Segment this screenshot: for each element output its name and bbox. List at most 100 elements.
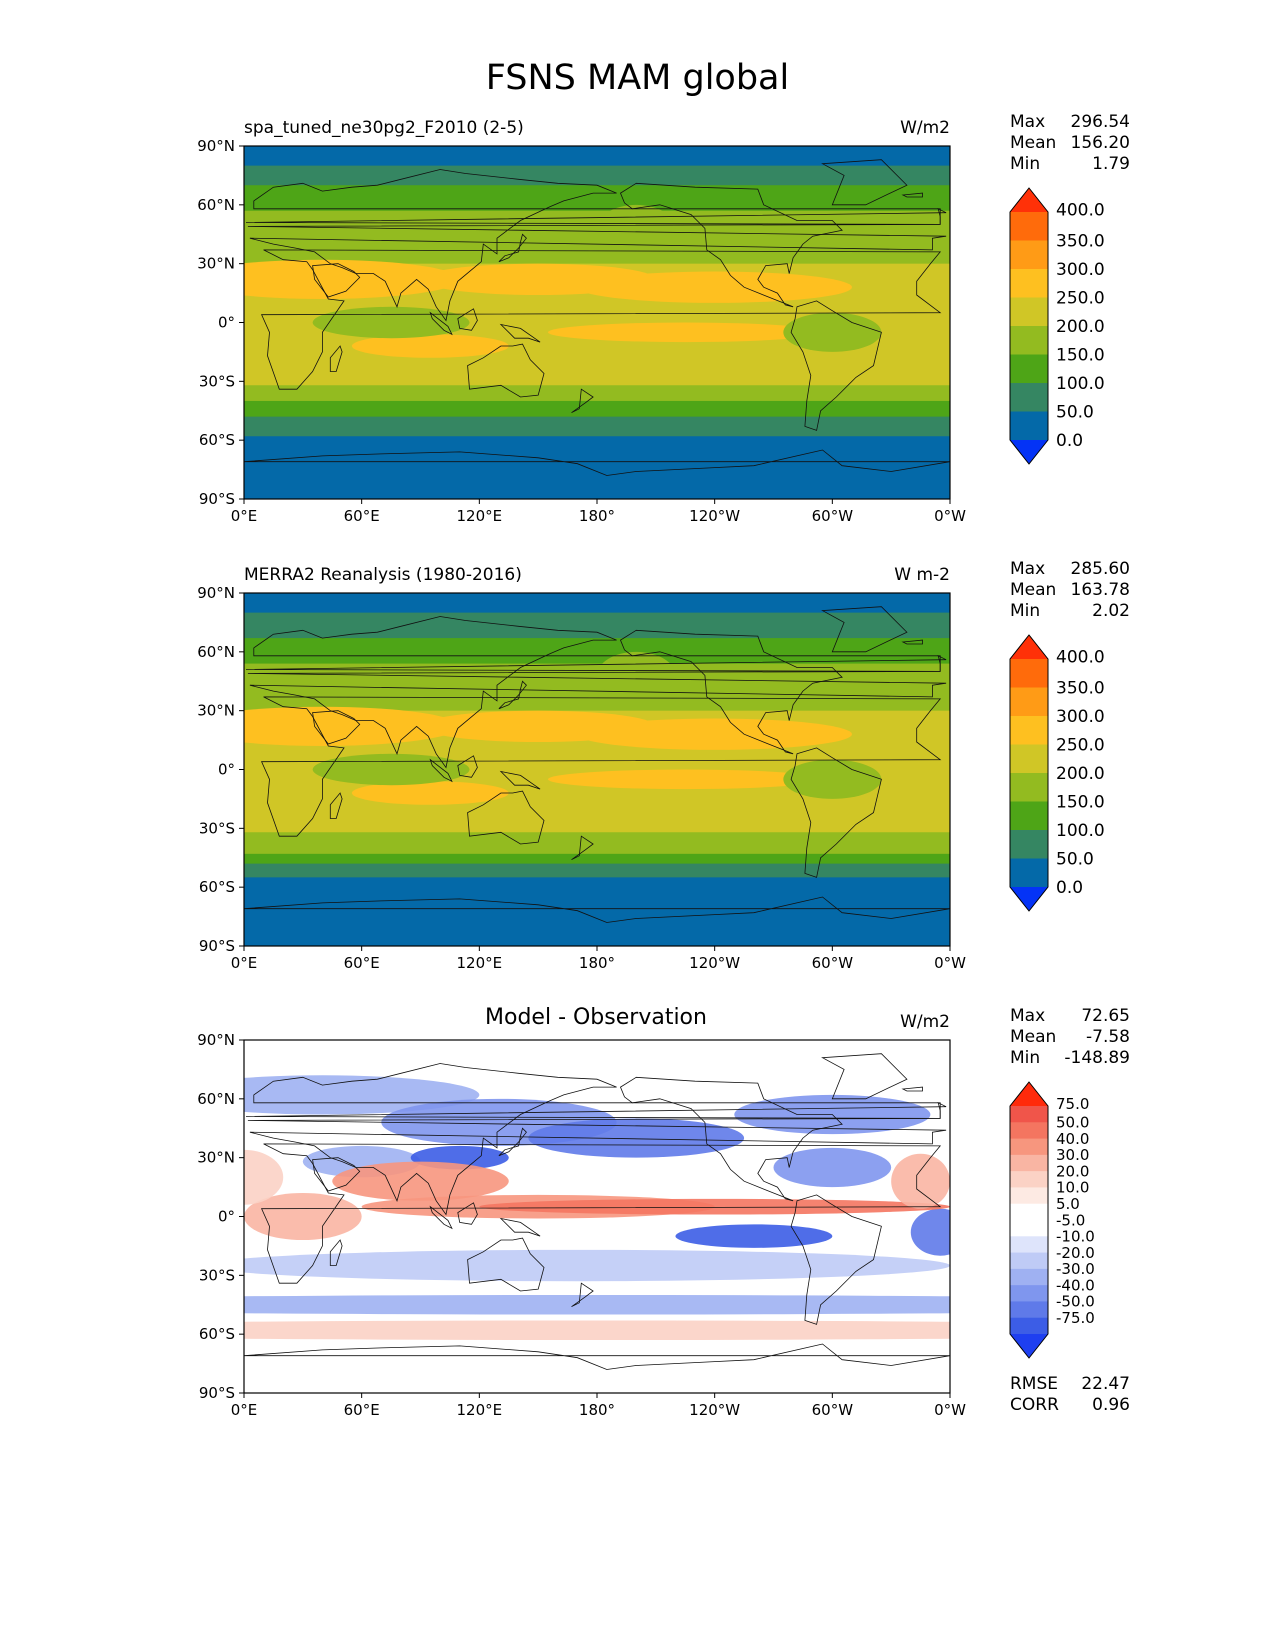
field-anomaly <box>528 1118 745 1158</box>
y-tick-label: 0° <box>218 761 235 779</box>
panel-3-mean-label: Mean <box>1010 1027 1057 1047</box>
coastline-sumatra <box>429 1205 453 1230</box>
field-low <box>783 759 882 799</box>
colorbar-segment <box>1010 1268 1048 1286</box>
x-tick-label: 180° <box>579 954 615 972</box>
colorbar-level-label: -20.0 <box>1056 1244 1095 1262</box>
colorbar-segment <box>1010 1317 1048 1335</box>
coastline-greenland <box>821 1053 908 1100</box>
x-tick-label: 120°E <box>457 507 503 525</box>
field-low <box>783 312 882 352</box>
field-anomaly <box>332 1161 509 1201</box>
panel-3-map: 0°E 60°E 120°E 180° 120°W 60°W 0°W 90°N 60°N 30°N… <box>197 1031 1095 1419</box>
panel-3-field <box>244 1040 950 1393</box>
panel-1-min-value: 1.79 <box>1092 154 1130 174</box>
coastline-arabia <box>312 710 361 745</box>
colorbar-segment <box>1010 411 1048 441</box>
colorbar-level-label: -30.0 <box>1056 1260 1095 1278</box>
field-band <box>244 416 950 437</box>
field-low <box>312 306 470 339</box>
coastline-madagascar <box>329 792 343 819</box>
panel-3-max-label: Max <box>1010 1006 1046 1026</box>
field-band <box>244 234 950 265</box>
panel-1-units: W/m2 <box>900 118 950 138</box>
y-tick-label: 60°S <box>199 1325 235 1343</box>
x-tick-label: 0°W <box>934 507 966 525</box>
panel-2-title: MERRA2 Reanalysis (1980-2016) <box>244 565 522 585</box>
y-tick-label: 90°N <box>197 584 235 602</box>
x-tick-label: 120°E <box>457 1401 503 1419</box>
field-high <box>351 334 509 358</box>
colorbar-segment <box>1010 1285 1048 1302</box>
y-tick-label: 90°N <box>197 1031 235 1049</box>
x-tick-label: 0°W <box>934 1401 966 1419</box>
field-band <box>244 436 950 499</box>
coastline-eurasia <box>247 169 947 322</box>
colorbar-segment <box>1010 1236 1048 1254</box>
colorbar-extend-top <box>1010 635 1048 659</box>
colorbar-segment <box>1010 801 1048 831</box>
panel-2-mean-label: Mean <box>1010 580 1057 600</box>
x-tick-label: 0°E <box>231 1401 258 1419</box>
panel-1-max-label: Max <box>1010 112 1046 132</box>
y-tick-label: 90°S <box>199 937 235 955</box>
colorbar-level-label: -40.0 <box>1056 1276 1095 1294</box>
x-tick-label: 120°W <box>689 954 740 972</box>
field-high <box>577 271 852 303</box>
field-anomaly <box>891 1153 950 1209</box>
x-tick-label: 0°W <box>934 954 966 972</box>
colorbar-segment <box>1010 326 1048 355</box>
panel-3-min-label: Min <box>1010 1048 1041 1068</box>
panel-1-min-label: Min <box>1010 154 1041 174</box>
colorbar-level-label: 5.0 <box>1056 1195 1080 1213</box>
coastline-australia <box>467 1237 545 1292</box>
panel-1-map: 0°E 60°E 120°E 180° 120°W 60°W 0°W 90°N 60°N 30°N… <box>197 137 1104 525</box>
field-band <box>244 351 950 386</box>
y-tick-label: 90°N <box>197 137 235 155</box>
y-tick-label: 30°S <box>199 372 235 390</box>
field-band <box>244 385 950 402</box>
y-tick-label: 30°N <box>197 702 235 720</box>
colorbar-level-label: 40.0 <box>1056 1130 1089 1148</box>
field-high <box>547 322 823 343</box>
x-tick-label: 120°E <box>457 954 503 972</box>
colorbar-level-label: 0.0 <box>1056 878 1083 898</box>
y-tick-label: 60°S <box>199 431 235 449</box>
coastline-southamerica <box>790 300 882 431</box>
coastline-eurasia <box>247 616 947 769</box>
figure-title: FSNS MAM global <box>485 58 790 98</box>
colorbar-segment <box>1010 1220 1048 1237</box>
x-tick-label: 60°E <box>344 1401 380 1419</box>
colorbar-level-label: 10.0 <box>1056 1179 1089 1197</box>
coastline-antarctica <box>244 896 950 923</box>
colorbar-level-label: -75.0 <box>1056 1309 1095 1327</box>
colorbar-segment <box>1010 1187 1048 1205</box>
colorbar-segment <box>1010 1203 1048 1221</box>
y-tick-label: 30°S <box>199 1266 235 1284</box>
coastline-northamerica <box>620 629 843 755</box>
panel-2-colorbar: 400.0 350.0 300.0 250.0 200.0 150.0 100.0 50.0 0… <box>1009 634 1105 912</box>
coastline-iceland <box>901 192 923 198</box>
panel-3-rmse-label: RMSE <box>1010 1374 1059 1394</box>
field-high <box>351 781 509 805</box>
colorbar-level-label: 75.0 <box>1056 1095 1089 1113</box>
colorbar-extend-top <box>1010 1082 1048 1106</box>
panel-2-min-label: Min <box>1010 601 1041 621</box>
y-tick-label: 60°N <box>197 196 235 214</box>
coastline-newzealand <box>571 835 594 861</box>
x-tick-label: 60°W <box>812 1401 854 1419</box>
colorbar-segment <box>1010 1122 1048 1140</box>
y-tick-label: 60°S <box>199 878 235 896</box>
colorbar-level-label: 50.0 <box>1056 402 1094 422</box>
coastline-sumatra <box>429 311 453 336</box>
colorbar-extend-bottom <box>1010 887 1048 911</box>
colorbar-extend-bottom <box>1010 440 1048 464</box>
coastline-newguinea <box>499 1217 541 1237</box>
colorbar-level-label: 50.0 <box>1056 849 1094 869</box>
coastline-japan <box>498 1127 527 1157</box>
coastline-eurasia <box>247 1063 947 1216</box>
coastline-newguinea <box>499 323 541 343</box>
coastline-madagascar <box>329 1239 343 1266</box>
field-band <box>244 185 950 212</box>
panel-1-max-value: 296.54 <box>1070 112 1130 132</box>
